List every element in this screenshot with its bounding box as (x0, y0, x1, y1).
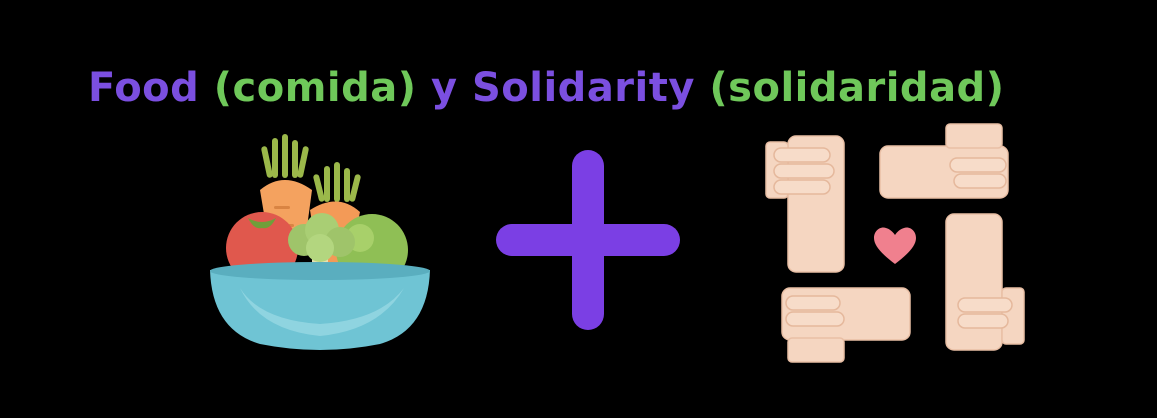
headline-solidaridad: (solidaridad) (709, 65, 1005, 111)
headline-comida: (comida) (213, 65, 417, 111)
plus-icon (496, 150, 680, 330)
headline-y: y (430, 65, 458, 111)
headline-solidarity: Solidarity (471, 65, 695, 111)
headline: Food (comida) y Solidarity (solidaridad) (88, 58, 1004, 118)
broccoli (288, 213, 355, 282)
carrot-greens (261, 134, 361, 202)
vegetable-bowl-icon (210, 134, 430, 350)
headline-food: Food (88, 65, 200, 111)
heart-icon (874, 227, 916, 264)
joined-hands-heart-icon (765, 123, 1025, 363)
bowl (210, 262, 430, 350)
